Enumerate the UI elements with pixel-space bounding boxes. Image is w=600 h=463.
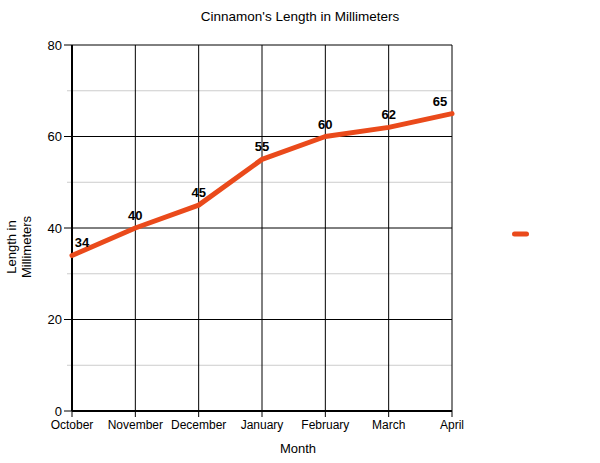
x-tick-label: October [51,418,94,432]
x-tick-label: December [171,418,226,432]
gridlines [67,45,452,411]
x-tick-label: January [241,418,284,432]
y-tick-label: 80 [48,38,62,53]
data-label: 55 [255,139,269,154]
data-label: 40 [128,208,142,223]
x-tick-label: April [440,418,464,432]
chart-canvas: 0 20 40 60 80 October November December January F… [0,0,600,463]
axes: 0 20 40 60 80 October November December January F… [48,38,464,433]
x-tick-label: February [301,418,349,432]
line-chart: 0 20 40 60 80 October November December January F… [0,0,600,463]
y-axis-title-line2: Millimeters [19,215,34,278]
legend-line-marker [512,232,529,237]
data-label: 65 [433,94,447,109]
data-label: 62 [381,107,395,122]
x-tick-label: March [372,418,405,432]
y-axis-title-line1: Length in [4,220,19,274]
y-tick-label: 40 [48,221,62,236]
data-label: 45 [191,185,205,200]
y-tick-label: 60 [48,129,62,144]
y-tick-label: 0 [55,404,62,419]
y-tick-label: 20 [48,312,62,327]
chart-title: Cinnamon's Length in Millimeters [201,9,400,24]
x-axis-title: Month [280,441,316,456]
x-tick-label: November [108,418,163,432]
data-label: 34 [75,235,90,250]
data-label: 60 [318,117,332,132]
data-labels: 34 40 45 55 60 62 65 [75,94,447,251]
